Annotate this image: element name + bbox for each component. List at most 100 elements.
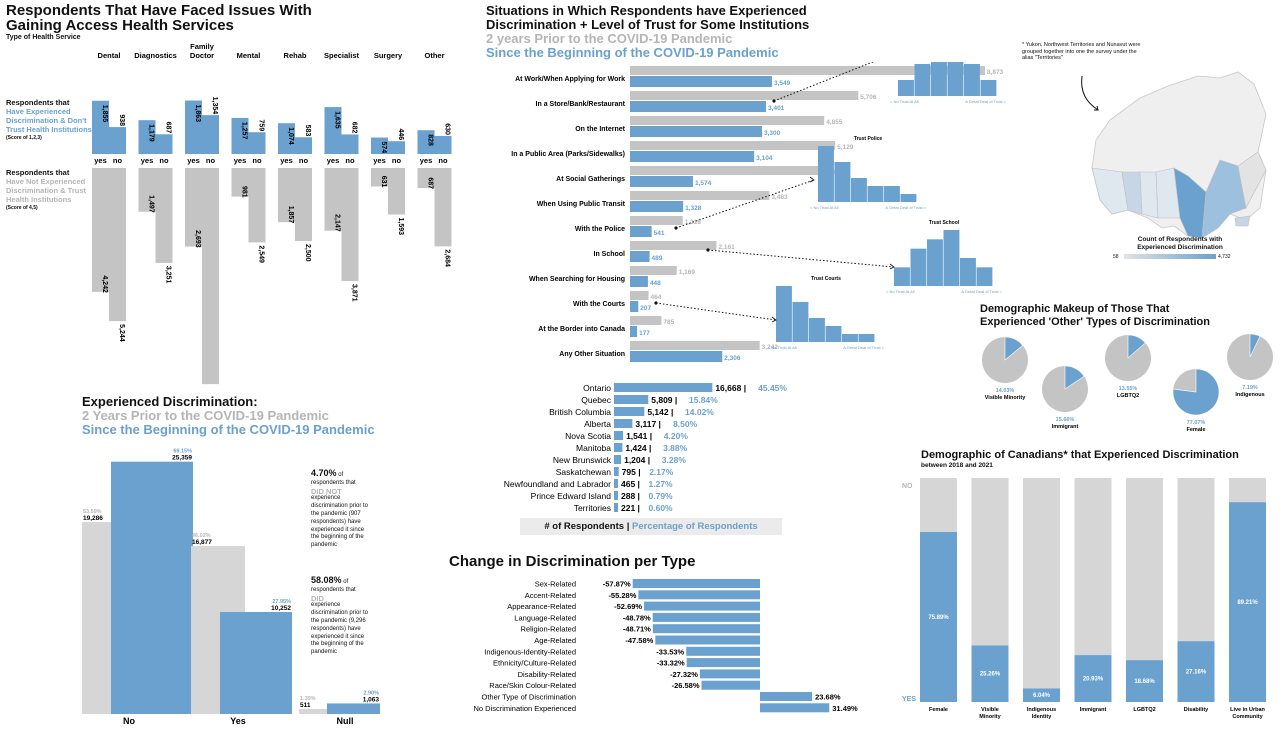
value-indigenous-identity: 6.04% — [1033, 693, 1051, 699]
situation-label-in-school: In School — [594, 251, 626, 258]
map-note: * Yukon, Northwest Territories and Nunav… — [1022, 42, 1141, 61]
situation-label-any-other-situation: Any Other Situation — [559, 351, 625, 358]
note1-pct: 4.70% — [311, 468, 337, 478]
bar-bottom-yes-mental — [231, 168, 249, 197]
bar-prior-at-the-border-into-canada — [630, 316, 662, 325]
value-bottom-no-dental: 5,244 — [118, 324, 125, 342]
bar-bottom-yes-family-doctor — [185, 168, 202, 247]
province-label-newfoundland-and-labrador: Newfoundland and Labrador — [504, 479, 611, 489]
trust-bar — [947, 62, 964, 96]
bar-since-with-the-courts — [630, 301, 639, 312]
yes-label: yes — [373, 156, 386, 165]
situation-label-with-the-police: With the Police — [575, 226, 625, 233]
category-female: Female — [929, 707, 948, 713]
bar-yes-lgbtq2 — [1126, 660, 1163, 702]
value-prior-on-the-internet: 4,855 — [826, 119, 843, 126]
pct-manitoba: 3.88% — [663, 443, 688, 453]
bar-no-female — [920, 478, 957, 533]
map-maritimes — [1234, 215, 1251, 227]
trust-bar — [825, 326, 842, 342]
trust-bar — [894, 267, 910, 286]
value-since-when-searching-for-housing: 448 — [650, 280, 661, 287]
change-chart: Sex-Related -57.87% Accent-Related -55.28% A… — [473, 579, 858, 713]
yes-label: yes — [94, 156, 107, 165]
value-top-yes-other: 828 — [427, 134, 434, 146]
value-bottom-yes-specialist: 2,147 — [334, 214, 341, 232]
trust-bar — [809, 318, 825, 342]
situation-label-when-searching-for-housing: When Searching for Housing — [529, 276, 625, 283]
value-since-on-the-internet: 3,300 — [764, 130, 781, 137]
value-prior-in-a-store-bank-restaurant: 5,706 — [860, 94, 877, 101]
bar-top-no-dental — [109, 127, 126, 154]
value-prior-at-work-when-applying-for-work: 8,873 — [987, 69, 1004, 76]
value-quebec: 5,809 | — [651, 395, 677, 405]
category-null: Null — [337, 716, 354, 726]
value-disability-related: -27.32% — [670, 670, 698, 679]
bar-bottom-yes-specialist — [324, 168, 342, 231]
trust-bar — [964, 64, 980, 96]
category-label-family-doctor: Doctor — [190, 51, 214, 60]
panel2-legend-gray: 2 years Prior to the COVID-19 Pandemic — [486, 31, 733, 46]
no-label: no — [299, 156, 309, 165]
pie-pct-lgbtq2: 13.55% — [1119, 386, 1138, 392]
category-immigrant: Immigrant — [1080, 707, 1107, 713]
value-prior-at-social-gatherings: 4,848 — [826, 169, 843, 176]
pct-ontario: 45.45% — [758, 383, 787, 393]
bar-top-no-specialist — [341, 134, 359, 154]
pct-territories: 0.60% — [649, 503, 674, 513]
pie-pct-female: 77.07% — [1187, 420, 1206, 426]
province-legend-counts: # of Respondents | — [544, 521, 630, 532]
value-female: 75.89% — [928, 615, 949, 621]
map-legend-gradient — [1124, 254, 1216, 259]
pie-pct-immigrant: 15.66% — [1056, 417, 1075, 423]
row1-score: (Score of 1,2,3) — [6, 135, 42, 141]
bar-bottom-yes-other — [417, 168, 435, 189]
value-top-yes-specialist: 1,635 — [334, 111, 341, 129]
trust-right-label: A Great Deal of Trust > — [961, 289, 1002, 294]
trust-bar — [931, 62, 947, 96]
connector-line — [707, 249, 895, 268]
value-prior-any-other-situation: 3,242 — [762, 344, 779, 351]
bar-indigenous-identity-related — [686, 646, 760, 656]
pct-nova-scotia: 4.20% — [664, 431, 689, 441]
bar-newfoundland-and-labrador — [614, 479, 618, 488]
bar-territories — [614, 503, 618, 512]
bar-no-indigenous-identity — [1023, 478, 1060, 689]
value-live-in-urban-community: 89.21% — [1237, 600, 1258, 606]
trust-chart-title: Trust School — [929, 220, 960, 226]
category-live-in-urban-community: Community — [1232, 714, 1263, 720]
category-label-dental: Dental — [98, 51, 121, 60]
bar-top-yes-family-doctor — [185, 100, 202, 154]
pct-quebec: 15.84% — [689, 395, 718, 405]
bar-yes-live-in-urban-community — [1229, 502, 1266, 702]
category-label-family-doctor: Family — [190, 42, 215, 51]
value-since-at-the-border-into-canada: 177 — [639, 330, 650, 337]
panel1-subtitle: Type of Health Service — [6, 34, 81, 41]
trust-bar — [900, 194, 917, 202]
category-label-specialist: Specialist — [324, 51, 360, 60]
pie-slice-immigrant — [1064, 365, 1085, 390]
value-accent-related: -55.28% — [608, 591, 636, 600]
connector-dot — [772, 99, 776, 103]
value-prior-in-a-public-area-parks-sidewalks: 5,129 — [837, 144, 854, 151]
bar-prince-edward-island — [614, 491, 618, 500]
value-territories: 221 | — [621, 503, 640, 513]
bar-ontario — [614, 383, 713, 392]
bar-prior-with-the-police — [630, 216, 683, 225]
pie-pct-visible-minority: 14.03% — [996, 388, 1015, 394]
bar-top-no-rehab — [295, 137, 312, 154]
value-ontario: 16,668 | — [715, 383, 746, 393]
note1-line: the pandemic (907 — [311, 510, 361, 517]
map-legend-min: 58 — [1113, 254, 1119, 260]
yes-axis-label: YES — [902, 696, 916, 703]
bar-bottom-no-mental — [248, 168, 266, 243]
trust-bar — [867, 186, 884, 202]
panel5-title: Change in Discrimination per Type — [449, 553, 696, 570]
bar-sex-related — [632, 579, 760, 588]
province-label-territories: Territories — [574, 503, 611, 513]
value-since-when-using-public-transit: 1,328 — [685, 205, 702, 212]
bar-age-related — [655, 635, 760, 645]
note1-line: respondents) have — [311, 518, 361, 525]
note2-highlight: DID — [311, 593, 324, 603]
type-label-appearance-related: Appearance-Related — [507, 602, 576, 611]
